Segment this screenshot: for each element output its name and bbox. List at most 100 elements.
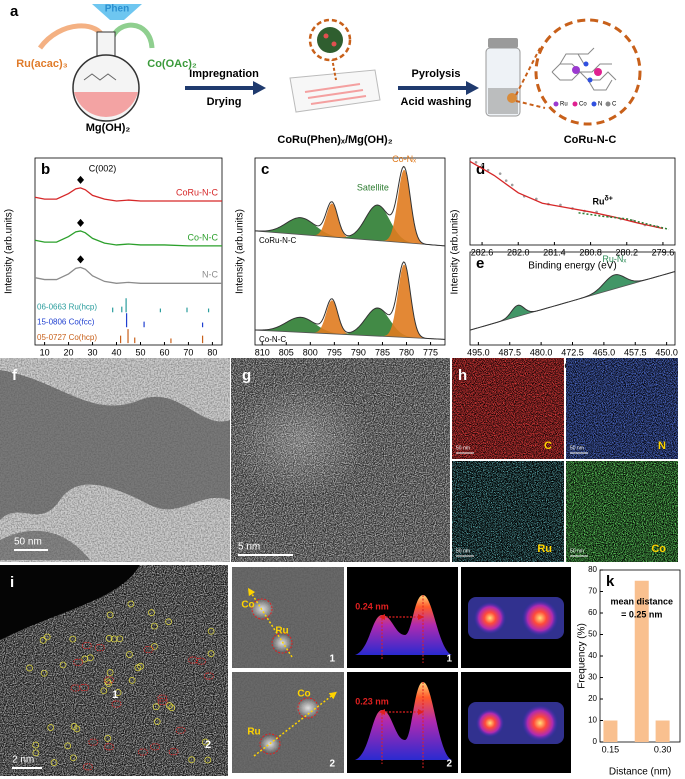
series-label: Co-N-C — [188, 232, 219, 242]
atom — [587, 77, 593, 83]
step-label: Acid washing — [401, 96, 472, 108]
atom-pair-marker — [204, 672, 214, 680]
atom-pair-marker — [79, 684, 90, 691]
series-line — [469, 160, 664, 230]
scheme: a Phen Ru(acac)₃ Co(OAc)₂ Mg(OH)₂ Impreg… — [10, 3, 642, 146]
x-tick-label: 70 — [183, 347, 193, 357]
intensity-spot — [476, 709, 504, 737]
scale-label: 50 nm — [456, 445, 470, 451]
x-tick-label: 50 — [135, 347, 145, 357]
atom-pair-marker — [188, 656, 198, 664]
single-atom-marker — [116, 635, 124, 643]
single-atom-marker — [204, 756, 212, 764]
legend-label: Co — [579, 102, 587, 108]
intensity-spot — [522, 600, 558, 636]
intensity-peaks — [355, 682, 452, 760]
element-map-texture — [566, 358, 678, 459]
x-tick-label: 0.30 — [654, 744, 672, 754]
single-atom-marker — [106, 669, 114, 676]
bar — [603, 720, 618, 742]
envelope — [254, 261, 446, 340]
atom-pair-marker — [157, 698, 168, 706]
scale-label: 50 nm — [14, 537, 42, 548]
atom-pair-marker — [168, 748, 179, 756]
data-point — [480, 163, 484, 167]
plot-frame — [34, 157, 223, 346]
baseline — [254, 230, 446, 247]
single-atom-marker — [126, 651, 133, 658]
atom-label: Ru — [275, 626, 288, 637]
panel-letter: c — [261, 161, 269, 178]
single-atom-marker — [207, 627, 215, 635]
single-atom-marker — [127, 600, 135, 608]
x-tick-label: 780 — [399, 347, 414, 357]
legend-label: C — [612, 102, 617, 108]
tem-texture — [0, 358, 230, 562]
step-label: Impregnation — [189, 68, 259, 80]
atom-pair-marker — [175, 726, 186, 734]
legend-label: N — [598, 102, 602, 108]
zoom-line — [331, 57, 337, 81]
annotation-sup: δ+ — [604, 195, 612, 202]
liquid — [74, 92, 138, 117]
single-atom-marker — [188, 756, 196, 764]
bar — [655, 720, 670, 742]
annotation-base: Ru — [592, 197, 604, 207]
panel-letter: d — [476, 161, 485, 178]
particle-dot — [323, 33, 329, 39]
x-tick-label: 495.0 — [467, 347, 490, 357]
site-label: 2 — [446, 759, 452, 770]
annotation: = 0.25 nm — [621, 610, 662, 620]
bar — [634, 580, 649, 742]
element-label: Ru — [537, 543, 552, 555]
atom-glow — [296, 698, 320, 718]
legend-dot — [572, 101, 578, 107]
reference-label: 15-0806 Co(fcc) — [37, 317, 95, 326]
vacuum — [0, 565, 140, 640]
x-tick-label: 30 — [88, 347, 98, 357]
data-point — [504, 179, 508, 182]
vial-cap — [488, 38, 518, 48]
step-label: Drying — [207, 96, 242, 108]
site-label: 1 — [329, 654, 335, 665]
fit-component — [255, 317, 445, 340]
y-tick-label: 20 — [588, 694, 597, 703]
atom-image-texture — [232, 672, 344, 773]
x-tick-label: 775 — [423, 347, 438, 357]
x-tick-label: 810 — [255, 347, 270, 357]
single-atom-marker — [69, 754, 77, 762]
atom-label: Ru — [247, 727, 260, 738]
fit-component — [255, 217, 445, 246]
legend-label: Ru — [560, 102, 568, 108]
single-atom-marker — [59, 661, 67, 669]
single-atom-marker — [148, 609, 155, 616]
element-label: N — [658, 440, 666, 452]
y-tick-label: 50 — [588, 630, 597, 639]
atom-pair-marker — [196, 657, 206, 665]
particle — [317, 27, 343, 53]
support-label: Mg(OH)₂ — [86, 122, 131, 134]
panel-letter: i — [10, 574, 14, 591]
x-axis-label: Distance (nm) — [609, 767, 671, 778]
x-tick-label: 40 — [112, 347, 122, 357]
atom-circle — [251, 598, 273, 620]
scale-label: 5 nm — [238, 542, 260, 553]
atom-pair-marker — [157, 694, 168, 702]
x-tick-label: 80 — [207, 347, 217, 357]
panel-letter: e — [476, 255, 484, 272]
scale-label: 50 nm — [456, 548, 470, 554]
panel-letter: f — [12, 367, 18, 384]
annotation: C(002) — [89, 164, 117, 174]
single-atom-marker — [64, 742, 72, 750]
molecule — [83, 73, 117, 81]
single-atom-marker — [207, 650, 215, 657]
data-point — [474, 161, 478, 164]
element-map-texture — [566, 461, 678, 562]
atom — [594, 68, 602, 76]
panel-letter: b — [41, 161, 50, 178]
single-atom-marker — [43, 633, 51, 641]
atom-pair-marker — [83, 763, 93, 771]
annotation: Satellite — [357, 182, 389, 192]
panel-letter: a — [10, 3, 19, 20]
